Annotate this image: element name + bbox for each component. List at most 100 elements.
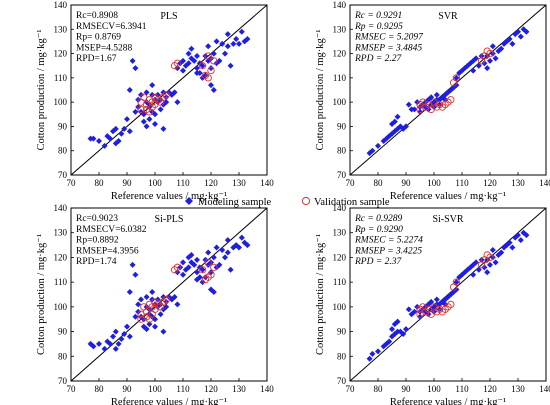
modeling-point (233, 36, 240, 42)
validation-point (486, 49, 494, 58)
modeling-point (101, 345, 108, 352)
modeling-point (433, 296, 440, 303)
stat-line: Rc=0.8908 (76, 11, 118, 21)
plot-frame (349, 207, 547, 382)
stat-line: MSEP=4.5288 (76, 43, 133, 53)
modeling-point (473, 55, 479, 62)
modeling-point (400, 331, 407, 338)
modeling-point (227, 266, 234, 273)
modeling-point (174, 65, 181, 72)
modeling-point (515, 232, 521, 239)
y-tick-label: 120 (54, 49, 68, 59)
modeling-point (124, 323, 130, 330)
x-tick-label: 130 (232, 384, 246, 394)
modeling-point (124, 116, 130, 123)
panel-title: Si-SVR (432, 214, 463, 225)
modeling-point (194, 256, 200, 263)
validation-point (207, 66, 215, 75)
modeling-point (157, 311, 164, 318)
x-tick-label: 130 (511, 178, 525, 188)
modeling-point (194, 65, 200, 72)
modeling-point (143, 123, 150, 130)
y-tick-label: 120 (54, 252, 68, 262)
modeling-point (115, 138, 122, 144)
modeling-point (394, 318, 401, 325)
x-tick-label: 120 (204, 178, 218, 188)
modeling-point (436, 306, 443, 313)
modeling-point (210, 50, 217, 57)
x-tick-label: 90 (123, 384, 133, 394)
modeling-point (126, 333, 133, 340)
modeling-point (375, 348, 381, 355)
x-tick-label: 70 (67, 178, 77, 188)
x-tick-label: 70 (346, 178, 356, 188)
modeling-point (216, 261, 223, 268)
modeling-point (185, 50, 192, 57)
legend-validation-marker (301, 196, 311, 206)
validation-point (173, 59, 182, 67)
modeling-point (216, 57, 223, 64)
modeling-point (96, 340, 102, 347)
modeling-point (386, 338, 393, 345)
y-axis-title: Cotton production / mg·kg⁻¹ (315, 30, 326, 151)
validation-point (452, 74, 461, 82)
modeling-point (174, 269, 181, 276)
modeling-point (129, 261, 136, 268)
modeling-point (157, 106, 164, 113)
modeling-point (140, 118, 147, 125)
y-tick-label: 80 (58, 351, 68, 361)
modeling-point (213, 244, 220, 251)
legend-modeling-label: Modeling sample (198, 197, 272, 208)
modeling-point (369, 350, 376, 357)
modeling-point (414, 99, 421, 106)
modeling-point (138, 91, 144, 98)
validation-point (207, 271, 215, 279)
modeling-point (391, 118, 398, 125)
modeling-point (160, 293, 167, 300)
validation-point (204, 258, 212, 267)
y-tick-label: 120 (333, 49, 347, 59)
modeling-point (188, 251, 195, 258)
y-tick-label: 120 (333, 252, 347, 262)
modeling-point (238, 234, 245, 241)
modeling-point (171, 89, 178, 96)
x-tick-label: 90 (123, 178, 133, 188)
validation-point (486, 253, 494, 262)
modeling-point (149, 289, 156, 296)
modeling-point (146, 116, 153, 123)
modeling-point (403, 123, 409, 130)
modeling-point (244, 36, 251, 42)
plot-frame (70, 207, 268, 382)
modeling-point (194, 53, 200, 59)
panel-title: Si-PLS (155, 214, 184, 225)
modeling-point (126, 128, 133, 135)
validation-point (137, 105, 145, 114)
modeling-point (107, 135, 114, 142)
x-axis-title: Reference values / mg·kg⁻¹ (390, 191, 506, 202)
modeling-point (126, 87, 133, 93)
stat-line: RPD=1.74 (76, 257, 117, 267)
y-tick-label: 140 (54, 0, 68, 10)
x-tick-label: 100 (427, 384, 441, 394)
validation-point (162, 91, 170, 99)
modeling-point (213, 38, 220, 45)
modeling-point (152, 323, 158, 330)
x-tick-label: 90 (402, 384, 412, 394)
legend: Modeling sample Validation sample (185, 196, 390, 208)
stat-line: RMSEP=4.3956 (76, 246, 139, 256)
modeling-point (149, 82, 156, 89)
modeling-point (132, 313, 139, 320)
modeling-point (90, 135, 97, 142)
modeling-point (199, 266, 206, 273)
panel-title: SVR (438, 11, 458, 22)
modeling-point (222, 50, 228, 57)
modeling-point (509, 40, 516, 47)
modeling-point (135, 96, 142, 103)
modeling-point (224, 237, 231, 244)
y-tick-label: 70 (58, 170, 68, 180)
validation-point (198, 62, 207, 70)
y-tick-label: 110 (54, 277, 68, 287)
modeling-point (112, 125, 119, 132)
modeling-point (152, 121, 158, 127)
modeling-point (152, 316, 158, 323)
